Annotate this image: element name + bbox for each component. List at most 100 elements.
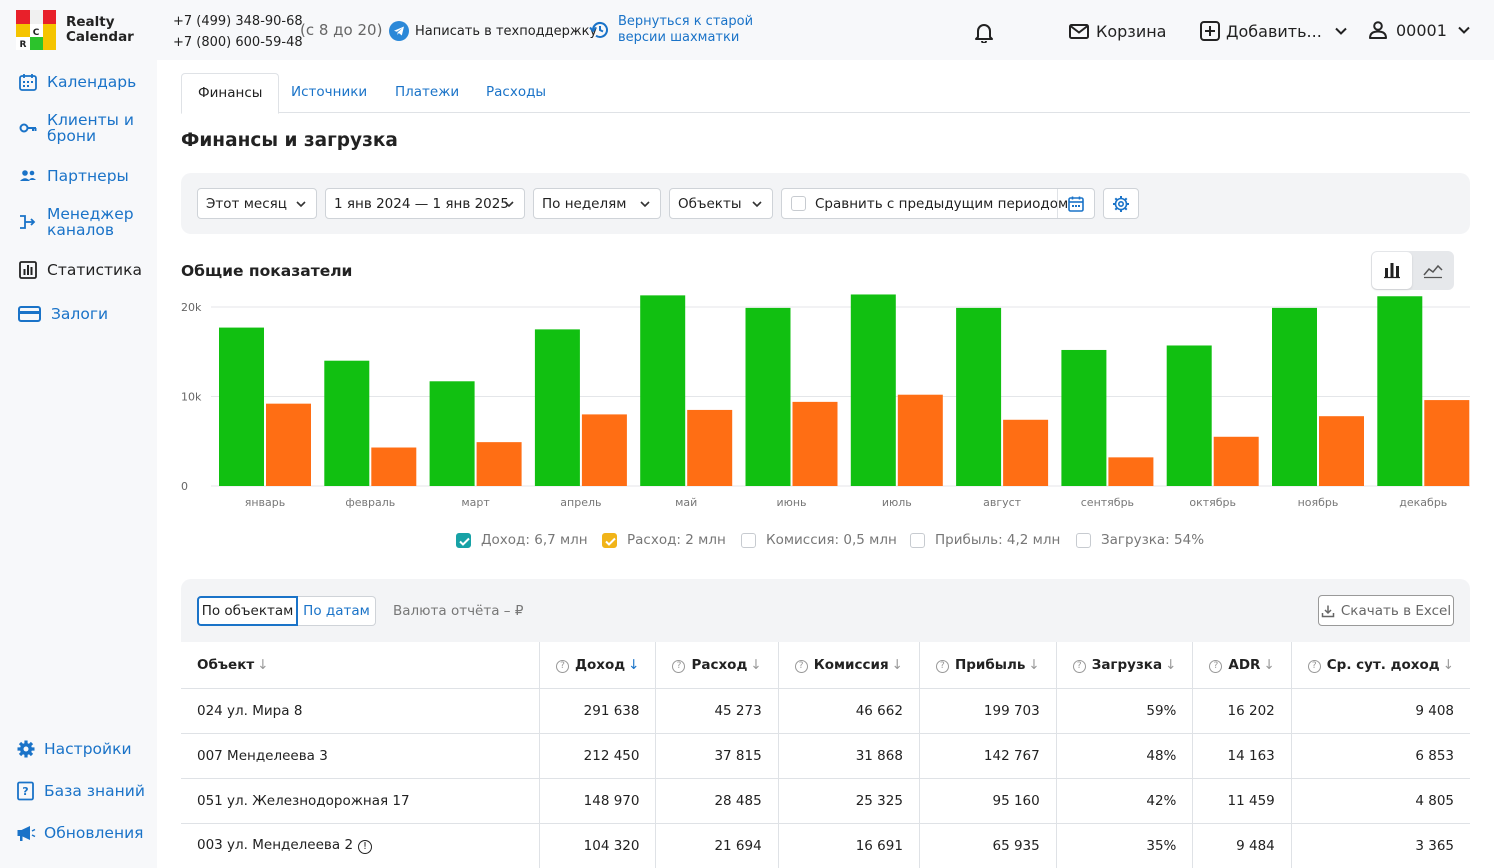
sort-arrow-icon: ↓ [891,656,903,673]
column-object[interactable]: Объект ↓ [181,642,540,689]
legend-expense[interactable]: Расход: 2 млн [602,532,726,548]
download-excel-button[interactable]: Скачать в Excel [1318,595,1454,626]
cart-label: Корзина [1096,21,1167,41]
bar-expense [266,403,311,486]
bar-expense [897,394,943,486]
compare-field: Сравнить с предыдущим периодом [781,188,1095,219]
sidebar-item-calendar[interactable]: Календарь [18,72,136,92]
info-icon[interactable]: ! [358,840,373,854]
by-objects-toggle[interactable]: По объектам [197,596,298,626]
column-label: Прибыль [954,656,1026,673]
cell-profit: 95 160 [918,778,1057,824]
help-icon[interactable]: ? [672,659,686,673]
help-icon[interactable]: ? [794,659,808,673]
legend-profit[interactable]: Прибыль: 4,2 млн [910,532,1060,548]
sidebar-item-label: Календарь [47,73,137,91]
support-chat-label: Написать в техподдержку [415,23,598,39]
support-chat-link[interactable]: Написать в техподдержку [389,21,597,41]
card-icon [18,304,42,324]
column-occupancy[interactable]: ? Загрузка ↓ [1055,642,1193,689]
sidebar-item-channels[interactable]: Менеджер каналов [18,206,134,238]
phone-2[interactable]: +7 (800) 600-59-48 [173,35,303,50]
column-adr[interactable]: ? ADR ↓ [1192,642,1292,689]
bar-expense [1213,436,1259,486]
legend-commission[interactable]: Комиссия: 0,5 млн [741,532,897,548]
bell-icon[interactable] [973,21,995,44]
sidebar-item-clients[interactable]: Клиенты и брони [18,112,134,144]
calendar-icon[interactable] [1067,195,1085,213]
app-logo[interactable]: C R Realty Calendar [16,10,156,50]
legend-occupancy[interactable]: Загрузка: 54% [1076,532,1204,548]
download-excel-label: Скачать в Excel [1340,602,1452,619]
by-dates-toggle[interactable]: По датам [298,596,376,626]
settings-button[interactable] [1103,188,1139,219]
bar-expense [687,409,733,486]
help-icon[interactable]: ? [1307,659,1321,673]
user-menu[interactable]: 00001 [1368,20,1479,40]
checkbox[interactable] [741,532,756,548]
tab-payments[interactable]: Платежи [395,84,460,100]
old-version-link[interactable]: Вернуться к старой версии шахматки [589,14,753,46]
tab-expenses[interactable]: Расходы [486,84,547,100]
cell-income: 148 970 [538,778,656,824]
gear-icon [16,739,36,759]
cell-avg-daily-income: 3 365 [1290,823,1470,868]
cell-object: 051 ул. Железнодорожная 17 [181,778,540,824]
column-expense[interactable]: ? Расход ↓ [655,642,779,689]
table-header-row: Объект ↓ ? Доход ↓ ? Расход ↓ ? Комиссия ↓ ? При… [181,642,1470,689]
sidebar-item-knowledge-base[interactable]: ? База знаний [16,781,145,801]
telegram-icon [389,21,409,41]
key-icon [18,118,38,138]
sort-arrow-icon: ↓ [1165,656,1177,673]
logo-text: Realty Calendar [66,15,134,45]
y-tick-label: 20k [181,301,202,314]
help-icon[interactable]: ? [1209,659,1223,673]
column-profit[interactable]: ? Прибыль ↓ [918,642,1057,689]
column-avg-daily-income[interactable]: ? Ср. сут. доход ↓ [1290,642,1470,689]
checkbox-checked-icon[interactable] [602,532,617,548]
cell-expense: 21 694 [655,823,779,868]
table-row[interactable]: 007 Менделеева 3 212 450 37 815 31 868 1… [181,733,1470,779]
cell-avg-daily-income: 4 805 [1290,778,1470,824]
sidebar-item-updates[interactable]: Обновления [16,823,144,843]
legend-income[interactable]: Доход: 6,7 млн [456,532,588,548]
bar-expense [1108,457,1154,486]
cell-income: 104 320 [538,823,656,868]
compare-checkbox[interactable] [791,196,806,211]
sidebar-item-label: Обновления [44,824,144,842]
checkbox[interactable] [910,532,925,548]
checkbox-checked-icon[interactable] [456,532,471,548]
calendar-icon [18,72,38,92]
help-icon[interactable]: ? [1072,659,1086,673]
sidebar-item-deposits[interactable]: Залоги [18,304,108,324]
table-row[interactable]: 003 ул. Менделеева 2! 104 320 21 694 16 … [181,823,1470,868]
tab-finances[interactable]: Финансы [181,73,280,114]
y-tick-label: 0 [181,480,188,493]
date-range-select[interactable]: 1 янв 2024 — 1 янв 2025 [325,188,525,219]
table-row[interactable]: 024 ул. Мира 8 291 638 45 273 46 662 199… [181,688,1470,734]
sidebar-item-statistics[interactable]: Статистика [18,260,142,280]
table-row[interactable]: 051 ул. Железнодорожная 17 148 970 28 48… [181,778,1470,824]
chevron-down-icon [296,201,306,208]
add-dropdown-button[interactable]: Добавить... [1199,20,1353,42]
tab-sources[interactable]: Источники [291,84,368,100]
x-tick-label: май [675,496,697,509]
sidebar-item-label: Залоги [51,305,109,323]
column-income[interactable]: ? Доход ↓ [538,642,656,689]
sidebar-item-settings[interactable]: Настройки [16,739,132,759]
period-select[interactable]: Этот месяц [197,188,317,219]
column-commission[interactable]: ? Комиссия ↓ [777,642,920,689]
phone-1[interactable]: +7 (499) 348-90-68 [173,14,303,29]
cart-button[interactable]: Корзина [1068,20,1166,42]
checkbox[interactable] [1076,532,1091,548]
help-icon[interactable]: ? [555,659,569,673]
x-tick-label: сентябрь [1081,496,1134,509]
objects-select[interactable]: Объекты [669,188,773,219]
bar-chart-view-button[interactable] [1372,252,1412,289]
grouping-value: По неделям [542,195,627,212]
sidebar-item-partners[interactable]: Партнеры [18,166,129,186]
line-chart-view-button[interactable] [1413,252,1453,289]
add-label: Добавить... [1226,21,1322,41]
grouping-select[interactable]: По неделям [533,188,661,219]
help-icon[interactable]: ? [935,659,949,673]
